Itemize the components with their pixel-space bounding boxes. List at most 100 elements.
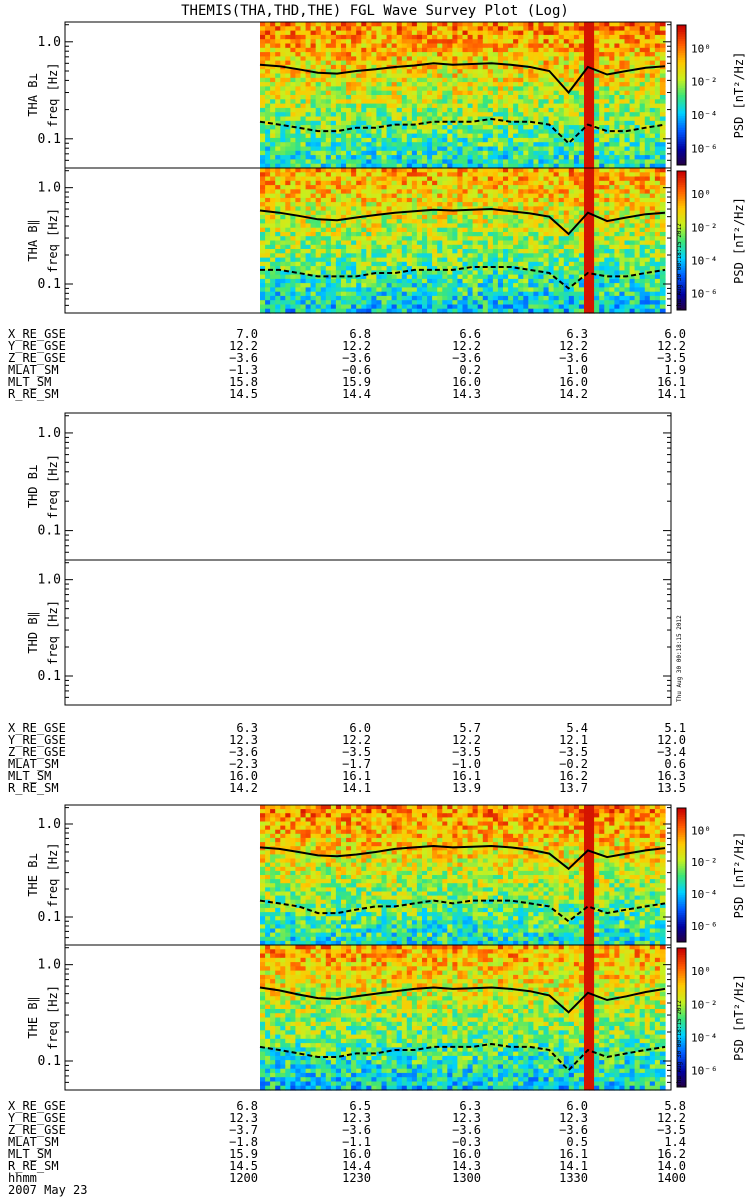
spectrogram-cell — [422, 274, 428, 280]
spectrogram-cell — [548, 22, 555, 27]
spectrogram-cell — [568, 30, 575, 36]
spectrogram-cell — [432, 112, 438, 118]
spectrogram-cell — [411, 116, 418, 122]
colorbar-swatch — [677, 88, 686, 91]
spectrogram-cell — [518, 232, 524, 237]
spectrogram-cell — [472, 26, 479, 32]
spectrogram-cell — [396, 304, 403, 310]
spectrogram-cell — [548, 116, 555, 122]
spectrogram-cell — [270, 43, 276, 49]
spectrogram-cell — [371, 150, 378, 156]
spectrogram-cell — [578, 185, 585, 190]
spectrogram-cell — [427, 125, 433, 130]
spectrogram-cell — [578, 232, 585, 237]
spectrogram-cell — [361, 73, 367, 79]
spectrogram-cell — [533, 82, 540, 87]
spectrogram-cell — [594, 133, 600, 139]
spectrogram-cell — [558, 22, 565, 27]
spectrogram-cell — [513, 197, 519, 203]
spectrogram-cell — [315, 168, 322, 173]
spectrogram-cell — [503, 30, 509, 36]
spectrogram-cell — [644, 60, 651, 66]
spectrogram-cell — [563, 249, 570, 254]
spectrogram-cell — [356, 155, 362, 160]
spectrogram-cell — [594, 43, 600, 49]
spectrogram-cell — [472, 159, 479, 165]
spectrogram-cell — [422, 56, 428, 62]
spectrogram-cell — [290, 39, 297, 45]
spectrogram-cell — [432, 146, 438, 152]
spectrogram-cell — [351, 227, 357, 233]
spectrogram-cell — [305, 116, 312, 122]
spectrogram-cell — [639, 99, 646, 105]
spectrogram-cell — [634, 77, 641, 83]
spectrogram-cell — [422, 22, 428, 27]
spectrogram-cell — [528, 73, 534, 79]
spectrogram-cell — [523, 26, 529, 32]
spectrogram-cell — [518, 120, 524, 126]
spectrogram-cell — [411, 244, 418, 250]
spectrogram-cell — [396, 69, 403, 75]
spectrogram-cell — [482, 210, 489, 216]
spectrogram-cell — [609, 69, 615, 75]
spectrogram-cell — [614, 43, 621, 49]
spectrogram-cell — [371, 266, 378, 271]
spectrogram-cell — [351, 137, 357, 143]
spectrogram-cell — [346, 206, 352, 212]
spectrogram-cell — [275, 206, 281, 212]
spectrogram-cell — [503, 206, 509, 212]
spectrogram-cell — [386, 82, 393, 87]
spectrogram-cell — [558, 295, 565, 301]
spectrogram-cell — [472, 266, 479, 271]
spectrogram-cell — [376, 43, 383, 49]
spectrogram-cell — [295, 82, 302, 87]
spectrogram-cell — [376, 52, 383, 57]
spectrogram-cell — [573, 193, 580, 199]
spectrogram-cell — [634, 116, 641, 122]
spectrogram-cell — [265, 253, 271, 259]
spectrogram-cell — [427, 223, 433, 229]
spectrogram-cell — [462, 60, 469, 66]
spectrogram-cell — [422, 146, 428, 152]
spectrogram-cell — [366, 116, 372, 122]
spectrogram-cell — [659, 73, 666, 79]
spectrogram-cell — [422, 223, 428, 229]
spectrogram-cell — [325, 214, 332, 220]
spectrogram-cell — [578, 283, 585, 288]
spectrogram-cell — [442, 56, 448, 62]
spectrogram-cell — [503, 34, 509, 40]
spectrogram-cell — [290, 308, 297, 314]
spectrogram-cell — [482, 120, 489, 126]
spectrogram-cell — [416, 142, 423, 148]
spectrogram-cell — [396, 22, 403, 27]
spectrogram-cell — [310, 82, 317, 87]
spectrogram-cell — [371, 185, 378, 190]
spectrogram-cell — [558, 236, 565, 242]
spectrogram-cell — [523, 223, 529, 229]
spectrogram-cell — [548, 107, 555, 113]
spectrogram-cell — [290, 287, 297, 293]
spectrogram-cell — [538, 202, 545, 207]
spectrogram-cell — [472, 291, 479, 297]
spectrogram-cell — [553, 129, 560, 135]
spectrogram-cell — [538, 82, 545, 87]
spectrogram-cell — [513, 278, 519, 284]
spectrogram-cell — [356, 249, 362, 254]
spectrogram-cell — [285, 137, 291, 143]
spectrogram-cell — [346, 304, 352, 310]
spectrogram-cell — [396, 232, 403, 237]
spectrogram-cell — [528, 95, 534, 100]
spectrogram-cell — [406, 266, 413, 271]
spectrogram-cell — [361, 155, 367, 160]
spectrogram-cell — [533, 291, 540, 297]
spectrogram-cell — [548, 274, 555, 280]
spectrogram-cell — [432, 39, 438, 45]
spectrogram-cell — [381, 82, 388, 87]
spectrogram-cell — [300, 300, 307, 306]
spectrogram-cell — [584, 137, 590, 143]
spectrogram-cell — [260, 261, 266, 267]
spectrogram-cell — [305, 223, 312, 229]
spectrogram-cell — [492, 232, 499, 237]
spectrogram-cell — [503, 129, 509, 135]
spectrogram-cell — [492, 125, 499, 130]
